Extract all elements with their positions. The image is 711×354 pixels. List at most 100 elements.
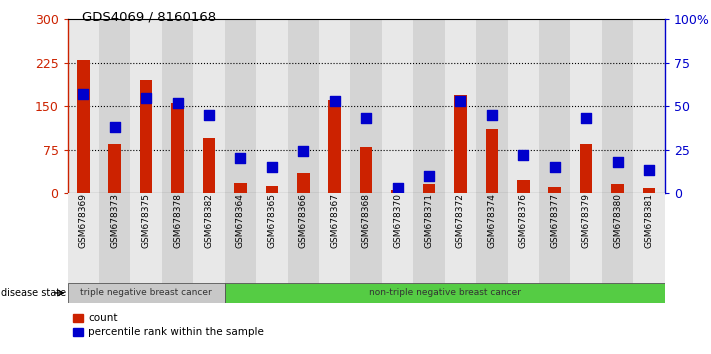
Bar [203, 138, 215, 193]
Bar [99, 193, 130, 285]
Bar [68, 193, 99, 285]
Point [266, 164, 277, 170]
Bar [225, 193, 256, 285]
Bar [297, 173, 309, 193]
Bar [580, 144, 592, 193]
Bar [634, 19, 665, 193]
Bar [382, 19, 413, 193]
Point [329, 98, 341, 104]
Legend: count, percentile rank within the sample: count, percentile rank within the sample [73, 313, 264, 337]
Bar [193, 193, 225, 285]
Point [549, 164, 560, 170]
Bar [382, 193, 413, 285]
Bar [391, 190, 404, 193]
Bar [351, 193, 382, 285]
Text: GSM678367: GSM678367 [330, 193, 339, 248]
Bar [68, 283, 225, 303]
Point [486, 112, 498, 118]
Bar [413, 19, 445, 193]
Bar [130, 193, 162, 285]
Bar [423, 184, 435, 193]
Point [360, 115, 372, 121]
Bar [99, 19, 130, 193]
Bar [77, 60, 90, 193]
Point [203, 112, 215, 118]
Text: triple negative breast cancer: triple negative breast cancer [80, 289, 212, 297]
Point [643, 167, 655, 173]
Bar [328, 101, 341, 193]
Bar [130, 19, 162, 193]
Text: GSM678370: GSM678370 [393, 193, 402, 248]
Bar [517, 180, 530, 193]
Text: GSM678381: GSM678381 [645, 193, 653, 248]
Point [109, 124, 120, 130]
Bar [602, 193, 634, 285]
Bar [643, 188, 656, 193]
Text: GSM678379: GSM678379 [582, 193, 591, 248]
Bar [570, 193, 602, 285]
Bar [445, 193, 476, 285]
Bar [193, 19, 225, 193]
Bar [611, 184, 624, 193]
Bar [570, 19, 602, 193]
Bar [476, 19, 508, 193]
Bar [634, 193, 665, 285]
Bar [413, 193, 445, 285]
Text: GSM678365: GSM678365 [267, 193, 277, 248]
Bar [539, 193, 570, 285]
Bar [454, 95, 466, 193]
Point [455, 98, 466, 104]
Bar [548, 187, 561, 193]
Bar [351, 19, 382, 193]
Bar [508, 19, 539, 193]
Bar [287, 193, 319, 285]
Text: GSM678372: GSM678372 [456, 193, 465, 248]
Bar [319, 19, 351, 193]
Point [518, 152, 529, 158]
Bar [486, 129, 498, 193]
Bar [602, 19, 634, 193]
Bar [256, 19, 287, 193]
Bar [287, 19, 319, 193]
Point [141, 95, 152, 101]
Text: GSM678373: GSM678373 [110, 193, 119, 248]
Text: GSM678364: GSM678364 [236, 193, 245, 248]
Point [235, 155, 246, 161]
Bar [108, 144, 121, 193]
Point [612, 159, 624, 165]
Bar [266, 186, 278, 193]
Point [77, 91, 89, 97]
Bar [319, 193, 351, 285]
Text: GSM678371: GSM678371 [424, 193, 434, 248]
Point [392, 185, 403, 190]
Text: GSM678374: GSM678374 [488, 193, 496, 248]
Point [298, 148, 309, 154]
Text: non-triple negative breast cancer: non-triple negative breast cancer [369, 289, 520, 297]
Bar [225, 283, 665, 303]
Bar [171, 103, 184, 193]
Text: GDS4069 / 8160168: GDS4069 / 8160168 [82, 11, 216, 24]
Bar [476, 193, 508, 285]
Text: GSM678376: GSM678376 [519, 193, 528, 248]
Bar [68, 19, 99, 193]
Point [423, 173, 434, 178]
Point [580, 115, 592, 121]
Text: GSM678369: GSM678369 [79, 193, 87, 248]
Bar [445, 19, 476, 193]
Bar [360, 147, 373, 193]
Bar [508, 193, 539, 285]
Text: GSM678382: GSM678382 [205, 193, 213, 248]
Bar [225, 19, 256, 193]
Bar [162, 19, 193, 193]
Point [172, 100, 183, 105]
Bar [140, 80, 152, 193]
Bar [539, 19, 570, 193]
Text: GSM678377: GSM678377 [550, 193, 560, 248]
Text: GSM678378: GSM678378 [173, 193, 182, 248]
Text: GSM678368: GSM678368 [362, 193, 370, 248]
Text: GSM678366: GSM678366 [299, 193, 308, 248]
Text: GSM678380: GSM678380 [613, 193, 622, 248]
Text: disease state: disease state [1, 288, 66, 298]
Bar [234, 183, 247, 193]
Bar [256, 193, 287, 285]
